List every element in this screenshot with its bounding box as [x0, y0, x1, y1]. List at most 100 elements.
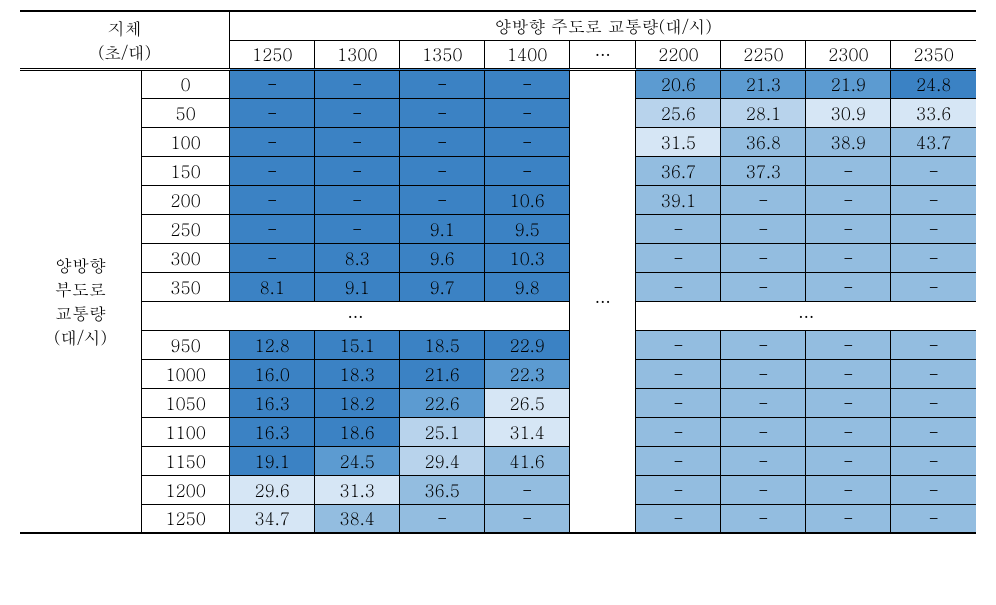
data-cell: - — [721, 504, 806, 533]
data-cell: 9.7 — [400, 272, 485, 301]
data-cell: 21.9 — [806, 69, 891, 98]
data-cell: 16.3 — [230, 417, 315, 446]
row-header: 0 — [141, 69, 229, 98]
ellipsis-row: …… — [20, 301, 976, 330]
data-cell: 18.5 — [400, 330, 485, 359]
data-cell: - — [230, 127, 315, 156]
data-cell: - — [636, 475, 721, 504]
data-cell: 39.1 — [636, 185, 721, 214]
data-cell: 15.1 — [315, 330, 400, 359]
data-cell: 19.1 — [230, 446, 315, 475]
data-cell: - — [636, 417, 721, 446]
data-cell: - — [400, 504, 485, 533]
data-cell: - — [230, 156, 315, 185]
data-cell: - — [891, 504, 976, 533]
col-header: 1300 — [315, 40, 400, 69]
row-header: 100 — [141, 127, 229, 156]
data-cell: - — [230, 69, 315, 98]
data-cell: - — [806, 475, 891, 504]
data-cell: 29.4 — [400, 446, 485, 475]
data-cell: - — [636, 330, 721, 359]
data-cell: 9.1 — [400, 214, 485, 243]
col-header: 2300 — [806, 40, 891, 69]
data-cell: - — [891, 156, 976, 185]
data-cell: - — [400, 156, 485, 185]
table-row: 120029.631.336.5----- — [20, 475, 976, 504]
table-row: 100----31.536.838.943.7 — [20, 127, 976, 156]
data-cell: 28.1 — [721, 98, 806, 127]
data-cell: - — [721, 272, 806, 301]
data-cell: - — [721, 214, 806, 243]
header-corner-line1: 지체 — [108, 16, 142, 40]
data-cell: - — [636, 388, 721, 417]
col-header: 1400 — [485, 40, 570, 69]
col-header: 2350 — [891, 40, 976, 69]
data-cell: 37.3 — [721, 156, 806, 185]
data-cell: 8.3 — [315, 243, 400, 272]
data-cell: 33.6 — [891, 98, 976, 127]
row-header: 350 — [141, 272, 229, 301]
data-cell: - — [806, 272, 891, 301]
data-cell: 22.6 — [400, 388, 485, 417]
data-cell: - — [891, 214, 976, 243]
ellipsis-left: … — [141, 301, 569, 330]
table-row: 105016.318.222.626.5---- — [20, 388, 976, 417]
header-corner: 지체 (초/대) — [20, 11, 230, 69]
row-header: 50 — [141, 98, 229, 127]
data-cell: - — [891, 475, 976, 504]
data-cell: 21.3 — [721, 69, 806, 98]
data-cell: - — [315, 185, 400, 214]
data-cell: 9.6 — [400, 243, 485, 272]
table-row: 110016.318.625.131.4---- — [20, 417, 976, 446]
data-cell: - — [891, 330, 976, 359]
table-row: 125034.738.4------ — [20, 504, 976, 533]
data-cell: 36.8 — [721, 127, 806, 156]
data-cell: 9.5 — [485, 214, 570, 243]
row-header: 950 — [141, 330, 229, 359]
data-cell: - — [721, 446, 806, 475]
data-cell: 31.5 — [636, 127, 721, 156]
data-cell: - — [400, 127, 485, 156]
data-cell: - — [891, 446, 976, 475]
data-cell: - — [806, 446, 891, 475]
data-cell: 21.6 — [400, 359, 485, 388]
data-cell: - — [485, 156, 570, 185]
data-cell: - — [636, 504, 721, 533]
col-header: 1350 — [400, 40, 485, 69]
row-header: 150 — [141, 156, 229, 185]
data-cell: - — [485, 127, 570, 156]
data-cell: - — [400, 69, 485, 98]
data-cell: - — [636, 243, 721, 272]
row-header: 1050 — [141, 388, 229, 417]
ellipsis-column: … — [570, 69, 636, 533]
data-cell: - — [806, 185, 891, 214]
row-header: 1200 — [141, 475, 229, 504]
table-row: 50----25.628.130.933.6 — [20, 98, 976, 127]
ellipsis-right: … — [636, 301, 976, 330]
data-cell: 10.6 — [485, 185, 570, 214]
data-cell: 31.3 — [315, 475, 400, 504]
data-cell: 8.1 — [230, 272, 315, 301]
data-cell: - — [806, 359, 891, 388]
data-cell: - — [315, 69, 400, 98]
data-cell: 36.7 — [636, 156, 721, 185]
data-cell: 26.5 — [485, 388, 570, 417]
row-header: 300 — [141, 243, 229, 272]
data-cell: - — [721, 243, 806, 272]
data-cell: 9.8 — [485, 272, 570, 301]
data-cell: - — [806, 417, 891, 446]
data-cell: - — [806, 388, 891, 417]
data-cell: 12.8 — [230, 330, 315, 359]
table-row: 300-8.39.610.3---- — [20, 243, 976, 272]
table-row: 115019.124.529.441.6---- — [20, 446, 976, 475]
data-cell: - — [230, 185, 315, 214]
data-cell: - — [230, 98, 315, 127]
data-cell: - — [806, 243, 891, 272]
data-cell: 25.1 — [400, 417, 485, 446]
data-cell: 36.5 — [400, 475, 485, 504]
data-cell: 22.9 — [485, 330, 570, 359]
row-group-label: 양방향부도로교통량(대/시) — [20, 69, 141, 533]
row-header: 200 — [141, 185, 229, 214]
row-header: 250 — [141, 214, 229, 243]
data-cell: - — [636, 272, 721, 301]
